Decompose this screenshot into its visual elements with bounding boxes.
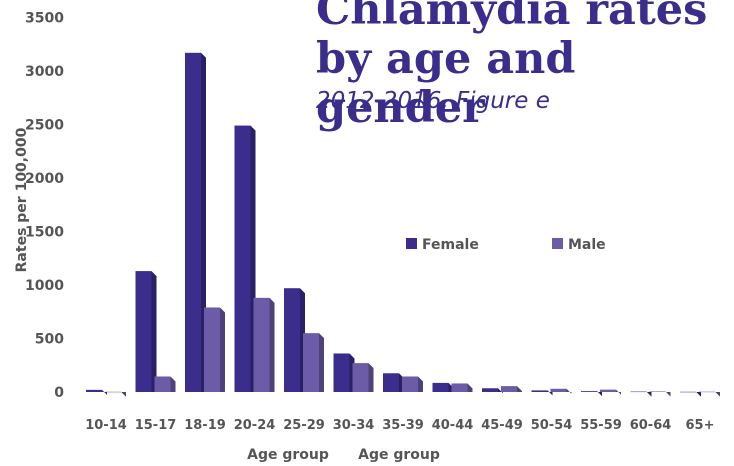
- chart-subtitle: 2012-2016, Figure e: [316, 88, 550, 114]
- bar-side-male: [418, 376, 423, 392]
- bar-male-40-44: [451, 383, 468, 392]
- x-axis-label-repeat: Age group: [358, 447, 440, 463]
- x-tick-label: 50-54: [531, 418, 573, 433]
- bar-female-40-44: [432, 382, 449, 392]
- bar-side-female: [696, 391, 701, 397]
- x-tick-label: 20-24: [234, 418, 276, 433]
- bar-side-male: [467, 383, 473, 392]
- bar-female-55-59: [581, 391, 597, 392]
- bar-female-30-34: [333, 353, 350, 392]
- legend-swatch-male: [552, 238, 563, 249]
- bar-female-25-29: [284, 288, 300, 392]
- x-tick-label: 18-19: [184, 418, 226, 433]
- y-tick-label: 2500: [25, 118, 64, 134]
- x-tick-label: 45-49: [481, 418, 523, 433]
- bar-male-20-24: [253, 297, 270, 392]
- bar-side-male: [220, 307, 225, 392]
- x-tick-label: 60-64: [630, 418, 672, 433]
- bar-female-18-19: [185, 52, 201, 393]
- x-tick-label: 10-14: [85, 418, 127, 433]
- bar-male-65+: [699, 391, 715, 393]
- x-tick-label: 55-59: [580, 418, 622, 433]
- x-axis-label: Age group: [247, 447, 329, 463]
- legend-swatch-female: [406, 238, 417, 249]
- bar-female-20-24: [234, 125, 251, 392]
- bar-male-55-59: [600, 389, 616, 392]
- x-tick-label: 30-34: [333, 418, 375, 433]
- legend-label-male: Male: [568, 237, 606, 253]
- bar-male-45-49: [501, 386, 517, 392]
- bar-side-male: [121, 391, 126, 397]
- y-tick-label: 3500: [25, 11, 64, 27]
- y-tick-label: 3000: [25, 64, 64, 80]
- chart-title: Chlamydia rates by age and gender: [316, 0, 708, 133]
- bar-side-male: [170, 376, 176, 392]
- bar-side-female: [201, 52, 206, 393]
- bar-female-15-17: [135, 271, 152, 392]
- y-tick-label: 1000: [25, 278, 64, 294]
- bar-side-male: [517, 386, 522, 392]
- bar-female-60-64: [630, 391, 647, 393]
- x-tick-label: 25-29: [283, 418, 325, 433]
- bar-side-male: [616, 389, 621, 395]
- bar-male-50-54: [550, 388, 567, 392]
- legend-label-female: Female: [422, 237, 479, 253]
- bar-side-male: [368, 363, 374, 392]
- x-tick-label: 65+: [686, 418, 715, 433]
- y-tick-label: 0: [54, 385, 64, 401]
- bar-side-female: [151, 271, 157, 392]
- bar-side-male: [269, 297, 275, 392]
- bar-male-35-39: [402, 376, 418, 392]
- bar-male-10-14: [105, 391, 121, 393]
- bar-side-female: [498, 388, 503, 394]
- bar-side-female: [547, 390, 553, 396]
- y-axis-label: Rates per 100,000: [14, 127, 30, 272]
- bar-side-male: [566, 388, 572, 394]
- x-tick-label: 35-39: [382, 418, 424, 433]
- bar-side-female: [597, 391, 602, 397]
- bar-side-male: [319, 333, 324, 392]
- bar-male-15-17: [154, 376, 171, 392]
- bar-side-female: [102, 389, 107, 395]
- bar-female-10-14: [86, 389, 102, 392]
- bar-female-45-49: [482, 388, 498, 392]
- x-tick-label: 15-17: [135, 418, 177, 433]
- bar-female-35-39: [383, 373, 399, 392]
- bar-female-65+: [680, 391, 696, 393]
- bar-side-male: [665, 391, 671, 397]
- y-tick-label: 500: [35, 332, 64, 348]
- bar-male-60-64: [649, 391, 666, 392]
- x-tick-label: 40-44: [432, 418, 474, 433]
- bar-side-female: [646, 391, 652, 397]
- bar-male-18-19: [204, 307, 220, 392]
- bar-female-50-54: [531, 390, 548, 392]
- bar-male-30-34: [352, 363, 369, 392]
- bar-side-male: [715, 391, 720, 397]
- y-tick-label: 2000: [25, 171, 64, 187]
- bar-male-25-29: [303, 333, 319, 392]
- y-tick-label: 1500: [25, 225, 64, 241]
